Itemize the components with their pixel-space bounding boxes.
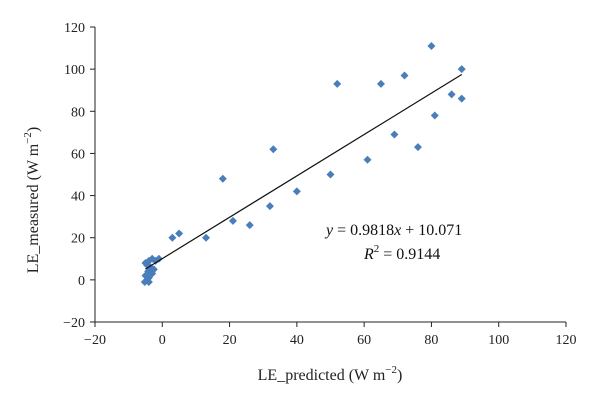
y-tick-label: 120	[64, 21, 85, 36]
x-axis-title: LE_predicted (W m−2)	[258, 364, 403, 384]
data-point	[269, 145, 278, 154]
data-point	[147, 265, 156, 274]
y-axis-title: LE_measured (W m−2)	[22, 127, 42, 273]
data-point	[202, 233, 211, 242]
data-point	[245, 221, 254, 230]
data-point	[376, 79, 385, 88]
data-point	[326, 170, 335, 179]
data-point	[168, 233, 177, 242]
axes	[94, 27, 566, 323]
y-tick-label: −20	[63, 316, 85, 331]
data-point	[400, 71, 409, 80]
data-point	[447, 90, 456, 99]
x-tick-label: 120	[556, 333, 577, 348]
r-squared-label: R2 = 0.9144	[363, 243, 440, 263]
data-point	[430, 111, 439, 120]
data-point	[390, 130, 399, 139]
x-tick-label: −20	[84, 333, 106, 348]
x-tick-label: 0	[159, 333, 166, 348]
x-tick-label: 100	[488, 333, 509, 348]
data-point	[175, 229, 184, 238]
y-tick-label: 80	[71, 105, 85, 120]
data-point	[218, 174, 227, 183]
data-point	[413, 143, 422, 152]
y-tick-label: 60	[71, 147, 85, 162]
x-tick-label: 40	[290, 333, 304, 348]
data-point	[144, 277, 153, 286]
regression-equation: y = 0.9818x + 10.071	[324, 222, 462, 239]
y-tick-label: 0	[78, 274, 85, 289]
data-point	[427, 41, 436, 50]
data-point	[154, 254, 163, 263]
data-point	[333, 79, 342, 88]
x-ticks: −20 0 20 40 60 80 100 120	[84, 322, 577, 348]
data-point	[140, 277, 149, 286]
x-tick-label: 20	[223, 333, 237, 348]
x-tick-label: 80	[424, 333, 438, 348]
y-ticks: −20 0 20 40 60 80 100 120	[63, 21, 95, 331]
y-tick-label: 40	[71, 190, 85, 205]
y-tick-label: 20	[71, 232, 85, 247]
regression-line	[145, 74, 463, 270]
data-points	[140, 41, 466, 286]
data-point	[228, 216, 237, 225]
data-point	[292, 187, 301, 196]
y-tick-label: 100	[64, 63, 85, 78]
data-point	[363, 155, 372, 164]
x-tick-label: 60	[357, 333, 371, 348]
data-point	[457, 65, 466, 74]
data-point	[457, 94, 466, 103]
data-point	[265, 202, 274, 211]
